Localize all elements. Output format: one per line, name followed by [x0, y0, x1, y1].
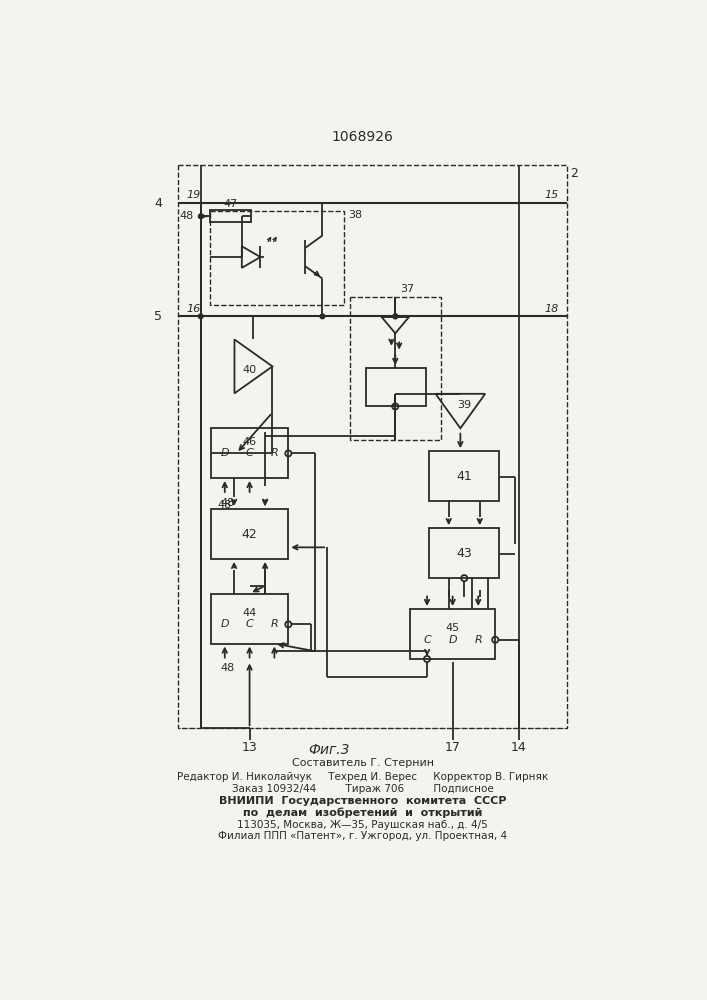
Text: 43: 43 — [457, 547, 472, 560]
Text: R: R — [271, 619, 279, 629]
Text: по  делам  изобретений  и  открытий: по делам изобретений и открытий — [243, 808, 482, 818]
Text: R: R — [271, 448, 279, 458]
Circle shape — [320, 314, 325, 319]
Bar — [210, 210, 251, 222]
Text: 14: 14 — [510, 741, 527, 754]
Circle shape — [393, 314, 397, 319]
Text: 2: 2 — [571, 167, 578, 180]
Text: D: D — [448, 635, 457, 645]
Text: C: C — [246, 448, 253, 458]
Text: 4: 4 — [154, 197, 162, 210]
Text: R: R — [474, 635, 482, 645]
Text: Заказ 10932/44         Тираж 706         Подписное: Заказ 10932/44 Тираж 706 Подписное — [232, 784, 493, 794]
Text: 38: 38 — [348, 210, 362, 220]
Text: Составитель Г. Стернин: Составитель Г. Стернин — [292, 758, 433, 768]
Bar — [351, 297, 441, 440]
Bar — [211, 594, 288, 644]
Text: 42: 42 — [242, 528, 257, 541]
Text: 17: 17 — [445, 741, 460, 754]
Text: Фиг.3: Фиг.3 — [308, 743, 349, 757]
Text: 13: 13 — [242, 741, 257, 754]
Text: 37: 37 — [400, 284, 414, 294]
Text: 48: 48 — [180, 211, 194, 221]
Text: 15: 15 — [544, 190, 559, 200]
Text: C: C — [246, 619, 253, 629]
Text: 47: 47 — [223, 199, 238, 209]
Bar — [177, 165, 566, 728]
Text: D: D — [221, 619, 229, 629]
Text: 19: 19 — [187, 190, 201, 200]
Text: 44: 44 — [243, 608, 257, 618]
Bar — [211, 428, 288, 478]
Bar — [410, 609, 495, 659]
Text: 40: 40 — [243, 365, 257, 375]
Text: 48: 48 — [221, 663, 235, 673]
Text: 16: 16 — [187, 304, 201, 314]
Text: ВНИИПИ  Государственного  комитета  СССР: ВНИИПИ Государственного комитета СССР — [219, 796, 506, 806]
Text: 48: 48 — [221, 498, 235, 508]
Circle shape — [199, 214, 203, 219]
Text: 45: 45 — [445, 623, 460, 633]
Circle shape — [393, 314, 397, 319]
Text: Филиал ППП «Патент», г. Ужгород, ул. Проектная, 4: Филиал ППП «Патент», г. Ужгород, ул. Про… — [218, 831, 508, 841]
Bar — [210, 211, 344, 305]
Text: 48: 48 — [218, 500, 232, 510]
Text: 5: 5 — [154, 310, 162, 323]
Bar — [429, 451, 499, 501]
Text: 46: 46 — [243, 437, 257, 447]
Bar — [429, 528, 499, 578]
Bar — [366, 368, 426, 406]
Text: 1068926: 1068926 — [332, 130, 394, 144]
Text: 41: 41 — [457, 470, 472, 483]
Text: D: D — [221, 448, 229, 458]
Text: Редактор И. Николайчук     Техред И. Верес     Корректор В. Гирняк: Редактор И. Николайчук Техред И. Верес К… — [177, 772, 549, 782]
Text: 39: 39 — [457, 400, 472, 410]
Text: 18: 18 — [544, 304, 559, 314]
Text: C: C — [423, 635, 431, 645]
Circle shape — [199, 314, 203, 319]
Text: 113035, Москва, Ж—35, Раушская наб., д. 4/5: 113035, Москва, Ж—35, Раушская наб., д. … — [238, 820, 488, 830]
Bar — [211, 509, 288, 559]
